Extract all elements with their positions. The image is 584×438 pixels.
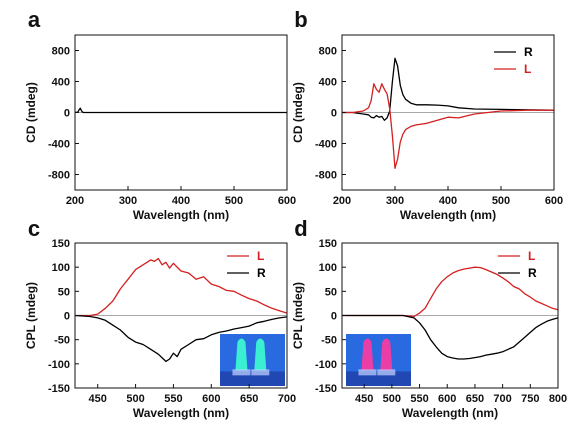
y-tick-label: -50 bbox=[54, 335, 70, 347]
y-tick-label: 800 bbox=[319, 46, 337, 58]
y-tick-label: 50 bbox=[325, 286, 337, 298]
y-axis-label-d: CPL (mdeg) bbox=[291, 282, 305, 349]
y-tick-label: 150 bbox=[319, 238, 337, 250]
x-tick-label: 400 bbox=[172, 195, 190, 207]
y-tick-label: -100 bbox=[48, 359, 70, 371]
y-tick-label: -800 bbox=[315, 170, 337, 182]
inset-photo-c bbox=[220, 334, 285, 386]
inset-photo-d bbox=[346, 334, 411, 386]
y-tick-label: -150 bbox=[48, 383, 70, 395]
x-tick-label: 650 bbox=[466, 393, 484, 405]
x-axis-label-c: Wavelength (nm) bbox=[133, 406, 229, 420]
x-axis-label-b: Wavelength (nm) bbox=[400, 208, 496, 222]
y-tick-label: -50 bbox=[321, 335, 337, 347]
y-tick-label: 50 bbox=[58, 286, 70, 298]
series-line-b-R bbox=[342, 57, 555, 121]
vial-cap-2 bbox=[251, 369, 270, 376]
y-tick-label: -100 bbox=[315, 359, 337, 371]
legend-label-R: R bbox=[257, 266, 266, 280]
x-tick-label: 200 bbox=[66, 195, 84, 207]
y-tick-label: 400 bbox=[52, 77, 70, 89]
y-tick-label: 100 bbox=[319, 262, 337, 274]
panel-a: a 200 300 400 500 600 800 400 0 -400 -800 Wavelengt… bbox=[24, 7, 296, 222]
y-tick-label: -400 bbox=[48, 139, 70, 151]
x-tick-label: 500 bbox=[126, 393, 144, 405]
x-tick-label: 200 bbox=[333, 195, 351, 207]
x-tick-label: 300 bbox=[119, 195, 137, 207]
x-tick-label: 600 bbox=[545, 195, 563, 207]
vial-cap-1 bbox=[358, 369, 377, 376]
x-tick-label: 700 bbox=[493, 393, 511, 405]
y-axis-label-c: CPL (mdeg) bbox=[24, 282, 38, 349]
vial-cap-1 bbox=[232, 369, 251, 376]
panel-letter-b: b bbox=[294, 7, 307, 32]
panel-letter-d: d bbox=[294, 216, 307, 241]
x-tick-label: 600 bbox=[438, 393, 456, 405]
y-tick-label: -800 bbox=[48, 170, 70, 182]
y-axis-label-a: CD (mdeg) bbox=[24, 82, 38, 143]
panel-letter-a: a bbox=[28, 7, 41, 32]
series-line-c-L bbox=[75, 257, 288, 317]
legend-label-R: R bbox=[524, 45, 533, 59]
legend-label-L: L bbox=[528, 249, 535, 263]
x-tick-label: 500 bbox=[492, 195, 510, 207]
panel-b: b 200 300 400 500 600 800 400 0 -400 -800 Wavelengt… bbox=[291, 7, 563, 222]
y-tick-label: 0 bbox=[331, 311, 337, 323]
vial-1 bbox=[361, 338, 374, 371]
x-axis-label-a: Wavelength (nm) bbox=[133, 208, 229, 222]
x-tick-label: 650 bbox=[240, 393, 258, 405]
series-line-b-L bbox=[342, 83, 554, 169]
series-line-d-R bbox=[342, 314, 559, 360]
x-tick-label: 500 bbox=[383, 393, 401, 405]
x-tick-label: 600 bbox=[202, 393, 220, 405]
series-line-c-R bbox=[74, 314, 288, 363]
x-tick-label: 450 bbox=[355, 393, 373, 405]
x-tick-label: 500 bbox=[225, 195, 243, 207]
y-tick-label: -150 bbox=[315, 383, 337, 395]
legend-label-L: L bbox=[257, 249, 264, 263]
y-axis-label-b: CD (mdeg) bbox=[291, 82, 305, 143]
x-tick-label: 400 bbox=[439, 195, 457, 207]
y-tick-label: 0 bbox=[64, 108, 70, 120]
x-tick-label: 700 bbox=[278, 393, 296, 405]
x-tick-label: 600 bbox=[278, 195, 296, 207]
vial-1 bbox=[235, 338, 248, 371]
x-tick-label: 300 bbox=[386, 195, 404, 207]
series-line-a-0 bbox=[74, 107, 287, 114]
legend-label-L: L bbox=[524, 62, 531, 76]
x-tick-label: 450 bbox=[89, 393, 107, 405]
y-tick-label: 400 bbox=[319, 77, 337, 89]
x-axis-label-d: Wavelength (nm) bbox=[402, 406, 498, 420]
y-tick-label: 100 bbox=[52, 262, 70, 274]
y-tick-label: 0 bbox=[331, 108, 337, 120]
x-tick-label: 750 bbox=[521, 393, 539, 405]
x-tick-label: 550 bbox=[410, 393, 428, 405]
x-tick-label: 550 bbox=[164, 393, 182, 405]
panel-letter-c: c bbox=[28, 216, 40, 241]
series-line-d-L bbox=[342, 266, 559, 318]
legend-label-R: R bbox=[528, 266, 537, 280]
x-tick-label: 800 bbox=[549, 393, 567, 405]
y-tick-label: 150 bbox=[52, 238, 70, 250]
vial-2 bbox=[380, 338, 393, 371]
y-tick-label: 800 bbox=[52, 46, 70, 58]
vial-2 bbox=[254, 338, 267, 371]
y-tick-label: -400 bbox=[315, 139, 337, 151]
y-tick-label: 0 bbox=[64, 311, 70, 323]
vial-cap-2 bbox=[377, 369, 396, 376]
